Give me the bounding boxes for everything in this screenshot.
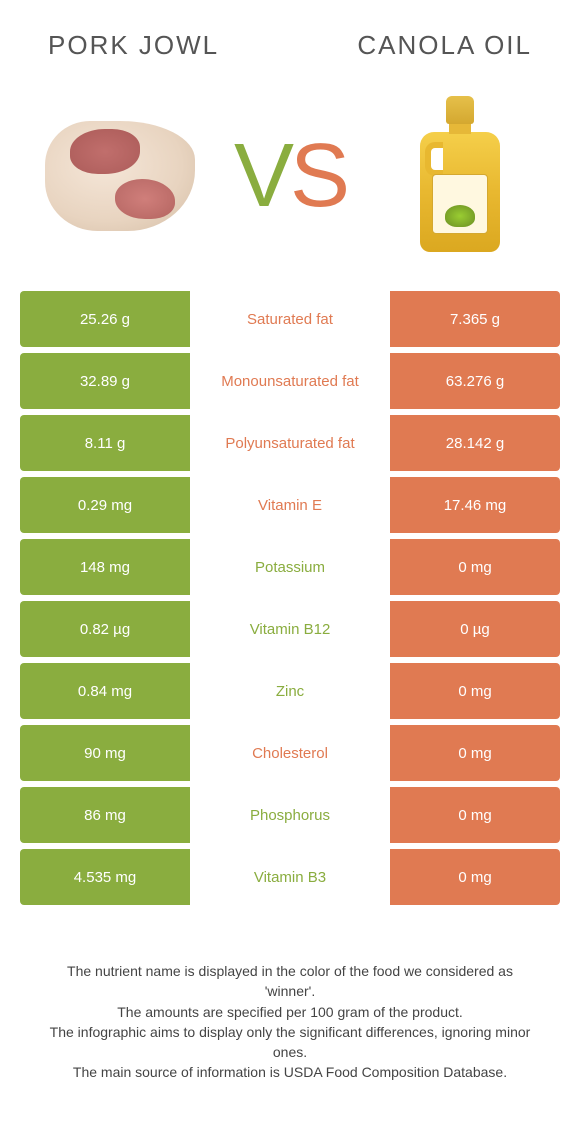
right-value: 0 mg — [390, 787, 560, 843]
pork-jowl-image — [40, 106, 200, 246]
right-title: Canola Oil — [357, 30, 532, 61]
right-value: 0 µg — [390, 601, 560, 657]
nutrient-label: Cholesterol — [190, 725, 390, 781]
nutrient-label: Zinc — [190, 663, 390, 719]
table-row: 25.26 gSaturated fat7.365 g — [20, 291, 560, 347]
table-row: 0.29 mgVitamin E17.46 mg — [20, 477, 560, 533]
table-row: 86 mgPhosphorus0 mg — [20, 787, 560, 843]
nutrient-label: Vitamin B3 — [190, 849, 390, 905]
nutrient-label: Phosphorus — [190, 787, 390, 843]
nutrient-label: Polyunsaturated fat — [190, 415, 390, 471]
table-row: 90 mgCholesterol0 mg — [20, 725, 560, 781]
table-row: 4.535 mgVitamin B30 mg — [20, 849, 560, 905]
nutrient-table: 25.26 gSaturated fat7.365 g 32.89 gMonoun… — [0, 291, 580, 905]
right-value: 0 mg — [390, 725, 560, 781]
footer-line: The infographic aims to display only the… — [40, 1022, 540, 1063]
nutrient-label: Saturated fat — [190, 291, 390, 347]
footer-notes: The nutrient name is displayed in the co… — [0, 911, 580, 1083]
right-value: 0 mg — [390, 539, 560, 595]
right-value: 17.46 mg — [390, 477, 560, 533]
header: Pork Jowl Canola Oil — [0, 0, 580, 71]
left-value: 0.84 mg — [20, 663, 190, 719]
left-value: 0.29 mg — [20, 477, 190, 533]
canola-oil-image — [380, 106, 540, 246]
footer-line: The main source of information is USDA F… — [40, 1062, 540, 1082]
right-value: 28.142 g — [390, 415, 560, 471]
right-value: 63.276 g — [390, 353, 560, 409]
left-value: 4.535 mg — [20, 849, 190, 905]
left-title: Pork Jowl — [48, 30, 219, 61]
table-row: 32.89 gMonounsaturated fat63.276 g — [20, 353, 560, 409]
table-row: 0.82 µgVitamin B120 µg — [20, 601, 560, 657]
table-row: 8.11 gPolyunsaturated fat28.142 g — [20, 415, 560, 471]
table-row: 148 mgPotassium0 mg — [20, 539, 560, 595]
vs-v: V — [234, 126, 290, 226]
left-value: 86 mg — [20, 787, 190, 843]
nutrient-label: Potassium — [190, 539, 390, 595]
table-row: 0.84 mgZinc0 mg — [20, 663, 560, 719]
right-value: 0 mg — [390, 849, 560, 905]
right-value: 0 mg — [390, 663, 560, 719]
vs-label: VS — [234, 125, 346, 228]
images-row: VS — [0, 71, 580, 291]
nutrient-label: Vitamin E — [190, 477, 390, 533]
vs-s: S — [290, 126, 346, 226]
left-value: 32.89 g — [20, 353, 190, 409]
left-value: 8.11 g — [20, 415, 190, 471]
left-value: 148 mg — [20, 539, 190, 595]
left-value: 25.26 g — [20, 291, 190, 347]
left-value: 90 mg — [20, 725, 190, 781]
footer-line: The nutrient name is displayed in the co… — [40, 961, 540, 1002]
nutrient-label: Vitamin B12 — [190, 601, 390, 657]
right-value: 7.365 g — [390, 291, 560, 347]
nutrient-label: Monounsaturated fat — [190, 353, 390, 409]
left-value: 0.82 µg — [20, 601, 190, 657]
footer-line: The amounts are specified per 100 gram o… — [40, 1002, 540, 1022]
